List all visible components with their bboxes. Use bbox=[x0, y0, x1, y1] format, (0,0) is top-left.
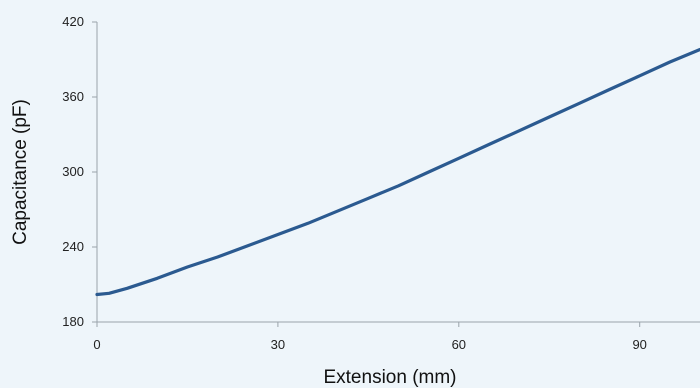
x-tick-label: 90 bbox=[632, 337, 646, 352]
y-tick-label: 300 bbox=[62, 164, 84, 179]
series-lines bbox=[95, 47, 700, 297]
axes bbox=[92, 21, 700, 327]
x-axis-label: Extension (mm) bbox=[323, 367, 456, 388]
y-axis-label: Capacitance (pF) bbox=[10, 99, 31, 245]
x-tick-label: 60 bbox=[452, 337, 466, 352]
y-tick-label: 420 bbox=[62, 14, 84, 29]
y-tick-label: 360 bbox=[62, 89, 84, 104]
y-tick-label: 180 bbox=[62, 314, 84, 329]
x-tick-label: 0 bbox=[93, 337, 100, 352]
y-tick-label: 240 bbox=[62, 239, 84, 254]
series-line bbox=[95, 47, 700, 297]
tick-labels: 180 240 300 360 420 0 30 60 90 bbox=[62, 14, 647, 352]
x-tick-label: 30 bbox=[271, 337, 285, 352]
